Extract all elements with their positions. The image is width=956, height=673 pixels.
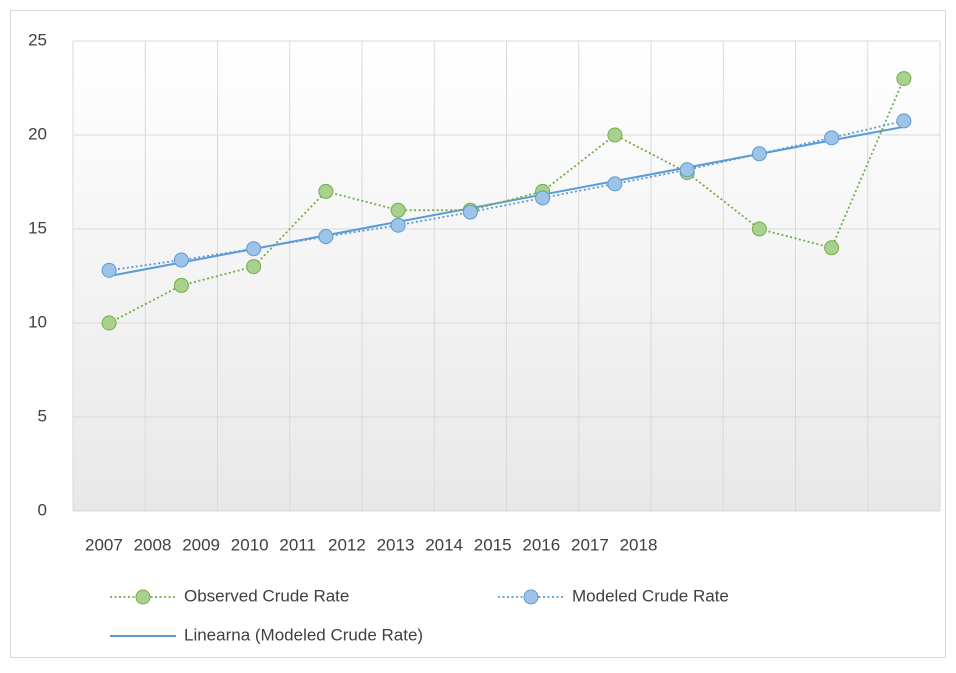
legend-label: Linearna (Modeled Crude Rate): [184, 625, 423, 644]
legend-label: Modeled Crude Rate: [572, 586, 729, 605]
legend-marker: [523, 589, 539, 605]
data-point: [679, 162, 695, 178]
x-tick-label: 2014: [425, 535, 463, 554]
x-tick-label: 2008: [134, 535, 172, 554]
data-point: [246, 259, 262, 275]
data-point: [101, 315, 117, 331]
data-point: [607, 127, 623, 143]
data-point: [173, 277, 189, 293]
data-point: [101, 262, 117, 278]
x-tick-label: 2015: [474, 535, 512, 554]
x-tick-label: 2017: [571, 535, 609, 554]
y-tick-label: 25: [28, 30, 47, 49]
data-point: [896, 71, 912, 87]
data-point: [246, 241, 262, 257]
data-point: [318, 183, 334, 199]
x-tick-label: 2011: [279, 535, 316, 554]
data-point: [173, 252, 189, 268]
data-point: [607, 176, 623, 192]
data-point: [896, 113, 912, 129]
legend-marker: [135, 589, 151, 605]
x-tick-label: 2018: [620, 535, 658, 554]
data-point: [824, 130, 840, 146]
data-point: [824, 240, 840, 256]
x-tick-label: 2013: [377, 535, 415, 554]
y-tick-label: 15: [28, 218, 47, 237]
x-tick-label: 2009: [182, 535, 220, 554]
y-tick-label: 5: [38, 406, 47, 425]
x-tick-label: 2007: [85, 535, 123, 554]
y-tick-label: 0: [38, 500, 47, 519]
legend-label: Observed Crude Rate: [184, 586, 349, 605]
data-point: [390, 217, 406, 233]
data-point: [390, 202, 406, 218]
data-point: [751, 146, 767, 162]
x-tick-label: 2016: [522, 535, 560, 554]
data-point: [535, 190, 551, 206]
data-point: [318, 229, 334, 245]
y-tick-label: 20: [28, 124, 47, 143]
y-tick-label: 10: [28, 312, 47, 331]
x-tick-label: 2012: [328, 535, 366, 554]
data-point: [751, 221, 767, 237]
trendline: [108, 125, 905, 278]
data-point: [462, 204, 478, 220]
x-tick-label: 2010: [231, 535, 269, 554]
